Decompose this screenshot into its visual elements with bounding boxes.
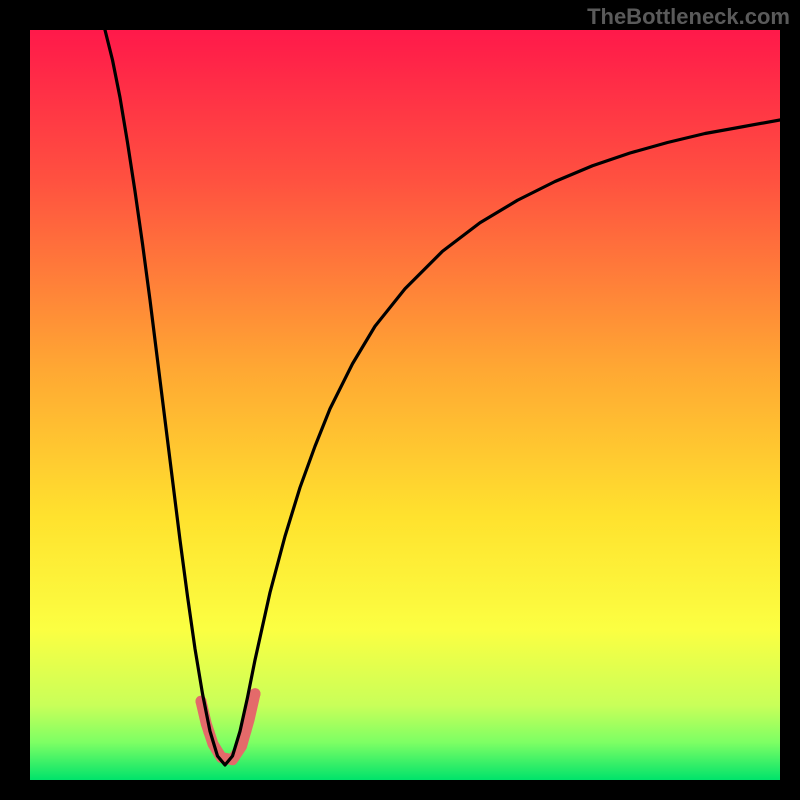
border-bottom — [0, 780, 800, 800]
chart-frame: TheBottleneck.com — [0, 0, 800, 800]
watermark-text: TheBottleneck.com — [587, 4, 790, 30]
border-left — [0, 0, 30, 800]
bottleneck-curve-chart — [0, 0, 800, 800]
valley-dot — [250, 688, 261, 699]
border-right — [780, 0, 800, 800]
